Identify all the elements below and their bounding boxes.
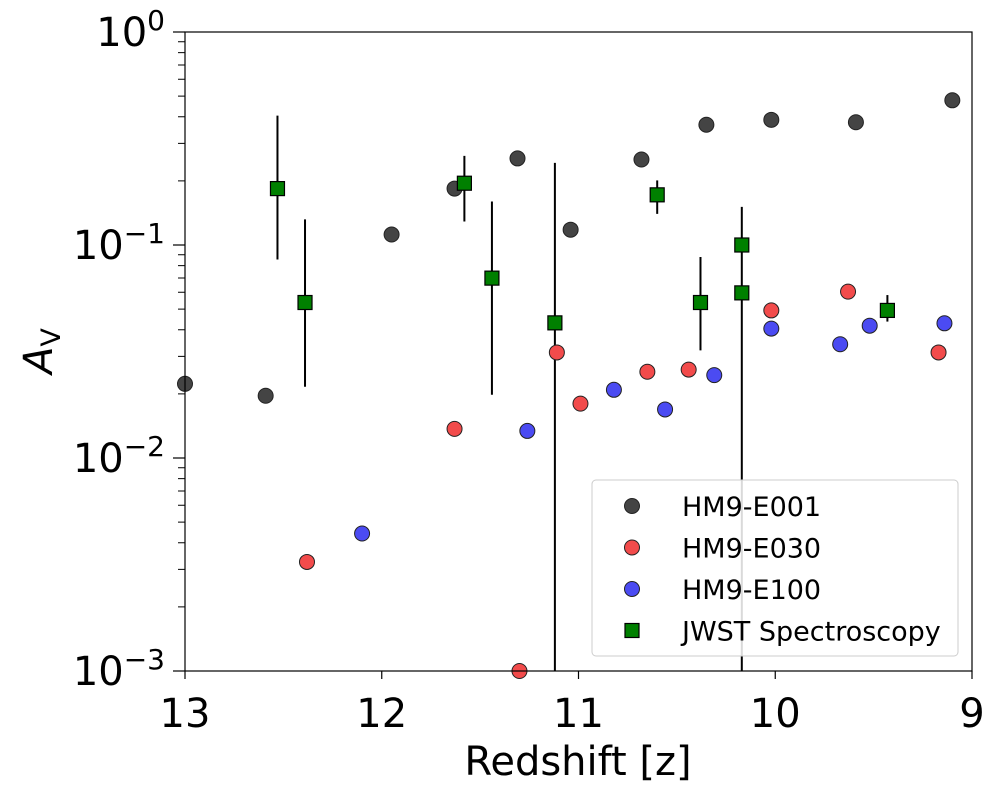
data-point-circle xyxy=(519,422,536,439)
y-tick-label-base: 10 xyxy=(73,649,124,695)
data-point-circle xyxy=(605,381,622,398)
data-point-square xyxy=(484,270,500,286)
data-point-circle xyxy=(548,344,565,361)
data-point-circle xyxy=(840,283,857,300)
data-point-circle xyxy=(257,387,274,404)
legend-label: HM9-E100 xyxy=(682,575,821,606)
legend-label: HM9-E001 xyxy=(682,492,821,523)
data-point-circle xyxy=(383,226,400,243)
data-point-square xyxy=(692,294,709,311)
y-tick-label-exponent: 0 xyxy=(147,4,165,37)
data-point-square xyxy=(649,187,665,203)
data-point-circle xyxy=(562,221,579,238)
legend-label: JWST Spectroscopy xyxy=(680,617,941,648)
data-point-circle xyxy=(633,151,650,168)
legend-frame xyxy=(591,479,959,657)
x-axis-label: Redshift [z] xyxy=(464,739,691,785)
legend-marker-circle xyxy=(624,539,640,556)
legend-marker-circle xyxy=(624,581,640,597)
data-point-circle xyxy=(446,420,463,437)
data-point-circle xyxy=(832,336,849,353)
legend-marker-circle xyxy=(624,498,640,514)
data-point-circle xyxy=(763,111,780,128)
y-tick-label: 10−3 xyxy=(73,643,165,695)
y-tick-label-base: 10 xyxy=(96,10,147,56)
y-axis-label: AV xyxy=(16,328,67,377)
data-point-square xyxy=(269,180,286,197)
y-tick-label-base: 10 xyxy=(73,223,124,269)
y-axis-label-main: A xyxy=(16,347,62,377)
data-point-circle xyxy=(354,525,371,542)
data-point-square xyxy=(547,315,563,331)
data-point-circle xyxy=(930,344,947,361)
x-axis: 13 12 11 10 9 xyxy=(160,671,985,737)
data-point-circle xyxy=(763,302,780,319)
data-point-square xyxy=(297,294,313,311)
x-tick-label: 12 xyxy=(356,691,407,737)
y-tick-label-exponent: −1 xyxy=(124,217,165,250)
data-point-square xyxy=(456,175,472,191)
y-tick-label: 10−2 xyxy=(73,430,165,482)
legend: HM9-E001 HM9-E030 HM9-E100 JWST Spectroscop… xyxy=(591,479,959,657)
data-point-circle xyxy=(763,320,780,337)
y-axis-label-subscript: V xyxy=(36,328,67,347)
data-point-circle xyxy=(698,116,715,133)
data-point-circle xyxy=(298,553,315,570)
x-tick-label: 11 xyxy=(553,691,604,737)
y-tick-label-exponent: −2 xyxy=(124,430,165,463)
x-tick-label: 13 xyxy=(160,691,211,737)
data-point-square xyxy=(734,237,750,253)
y-tick-label: 10−1 xyxy=(73,217,165,269)
y-tick-label-base: 10 xyxy=(73,436,124,482)
data-point-circle xyxy=(657,401,674,418)
data-point-circle xyxy=(706,367,723,384)
data-point-circle xyxy=(639,363,656,380)
y-tick-label: 100 xyxy=(96,4,165,56)
data-point-circle xyxy=(936,315,953,332)
data-point-circle xyxy=(944,92,961,109)
data-point-circle xyxy=(847,114,864,131)
data-point-square xyxy=(879,302,895,319)
y-tick-label-exponent: −3 xyxy=(124,643,165,676)
data-point-circle xyxy=(509,150,526,167)
x-tick-label: 10 xyxy=(750,691,801,737)
data-point-circle xyxy=(572,395,589,412)
data-point-circle xyxy=(861,317,878,334)
x-tick-label: 9 xyxy=(959,691,984,737)
data-point-square xyxy=(734,285,750,301)
legend-marker-square xyxy=(624,622,640,639)
data-point-circle xyxy=(680,361,697,378)
legend-label: HM9-E030 xyxy=(682,534,821,565)
points-layer xyxy=(177,92,961,679)
